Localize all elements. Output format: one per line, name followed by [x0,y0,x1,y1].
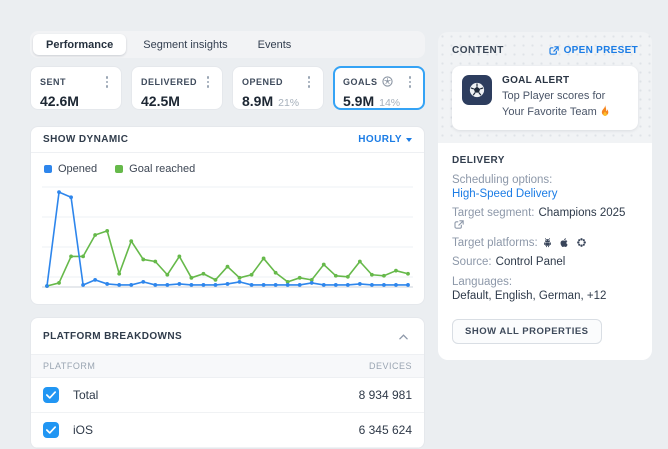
tab-segment-insights[interactable]: Segment insights [130,34,240,55]
stat-percent: 21% [278,97,299,109]
stat-card-delivered[interactable]: DELIVERED 42.5M [131,66,223,110]
devices-count: 6 345 624 [359,423,412,437]
legend-item-opened[interactable]: Opened [44,163,97,175]
stat-label: DELIVERED [141,77,197,87]
column-devices: DEVICES [369,361,412,371]
dynamics-chart [31,177,424,304]
column-platform: PLATFORM [43,361,95,371]
platform-breakdowns-card: PLATFORM BREAKDOWNS PLATFORM DEVICES Tot… [30,317,425,449]
tab-bar: Performance Segment insights Events [30,31,425,58]
table-row-total: Total 8 934 981 [31,378,424,413]
table-row-ios: iOS 6 345 624 [31,413,424,448]
delivery-section: DELIVERY Scheduling options: High-Speed … [438,143,652,361]
legend-label: Opened [58,163,97,175]
legend-label: Goal reached [129,163,195,175]
content-title: CONTENT [452,45,504,56]
property-label: Target segment: [452,206,534,220]
open-preset-label: OPEN PRESET [564,45,638,56]
external-link-icon[interactable] [454,220,464,230]
stat-label: GOALS [343,77,378,87]
stat-value: 42.5M [141,93,180,109]
interval-dropdown[interactable]: HOURLY [358,134,412,145]
legend-item-goal-reached[interactable]: Goal reached [115,163,195,175]
goal-alert-text: Top Player scores for Your Favorite Team [502,89,628,121]
interval-value: HOURLY [358,134,402,145]
delivery-title: DELIVERY [452,155,638,166]
chart-legend: Opened Goal reached [31,153,424,177]
stat-value: 42.6M [40,93,79,109]
dynamics-title: SHOW DYNAMIC [43,134,128,145]
property-languages: Languages: Default, English, German, +12 [452,275,638,303]
android-icon [542,237,553,248]
devices-count: 8 934 981 [359,388,412,402]
tab-performance[interactable]: Performance [33,34,126,55]
open-preset-link[interactable]: OPEN PRESET [549,45,638,56]
legend-swatch-opened [44,165,52,173]
chevron-down-icon [406,138,412,142]
kebab-menu-icon[interactable] [304,74,315,90]
high-speed-delivery-link[interactable]: High-Speed Delivery [452,187,557,201]
platform-breakdowns-title: PLATFORM BREAKDOWNS [43,331,182,342]
property-label: Languages: [452,275,512,289]
property-label: Source: [452,255,492,269]
stat-card-goals[interactable]: GOALS 5.9M 14% [333,66,425,110]
tab-events[interactable]: Events [245,34,305,55]
platform-name: iOS [73,423,93,437]
stat-label: SENT [40,77,66,87]
checkbox-total[interactable] [43,387,59,403]
platform-name: Total [73,388,98,402]
languages-value: Default, English, German, +12 [452,289,606,303]
goal-ball-icon [382,76,393,87]
goal-alert-card[interactable]: GOAL ALERT Top Player scores for Your Fa… [452,66,638,130]
main-column: Performance Segment insights Events SENT… [30,31,425,449]
soccer-ball-icon [462,75,492,105]
property-target-platforms: Target platforms: [452,236,638,250]
segment-value: Champions 2025 [538,206,625,220]
property-label: Scheduling options: [452,173,552,187]
show-all-properties-button[interactable]: SHOW ALL PROPERTIES [452,319,602,344]
huawei-icon [576,237,587,248]
property-source: Source: Control Panel [452,255,638,269]
checkbox-ios[interactable] [43,422,59,438]
content-section: CONTENT OPEN PRESET [438,32,652,143]
external-link-icon [549,46,559,56]
content-panel: CONTENT OPEN PRESET [438,32,652,360]
apple-icon [559,237,570,248]
stat-percent: 14% [379,97,400,109]
source-value: Control Panel [496,255,566,269]
stat-value: 5.9M [343,93,374,109]
chevron-up-icon[interactable] [395,325,412,347]
stat-card-sent[interactable]: SENT 42.6M [30,66,122,110]
property-label: Target platforms: [452,236,538,250]
kebab-menu-icon[interactable] [203,74,214,90]
property-target-segment: Target segment: Champions 2025 [452,206,638,230]
property-scheduling-options: Scheduling options: High-Speed Delivery [452,173,638,201]
dynamics-card: SHOW DYNAMIC HOURLY Opened Goal reached [30,126,425,305]
fire-icon [600,105,610,117]
stat-card-opened[interactable]: OPENED 8.9M 21% [232,66,324,110]
kebab-menu-icon[interactable] [405,74,416,90]
kebab-menu-icon[interactable] [102,74,113,90]
platform-table-header: PLATFORM DEVICES [31,355,424,378]
stat-value: 8.9M [242,93,273,109]
stat-cards-row: SENT 42.6M DELIVERED 42.5M OPENED 8.9M [30,66,425,110]
stat-label: OPENED [242,77,283,87]
legend-swatch-goal-reached [115,165,123,173]
goal-alert-title: GOAL ALERT [502,75,628,86]
dashboard-page: { "tabs": { "items": [ { "label": "Perfo… [0,0,668,412]
